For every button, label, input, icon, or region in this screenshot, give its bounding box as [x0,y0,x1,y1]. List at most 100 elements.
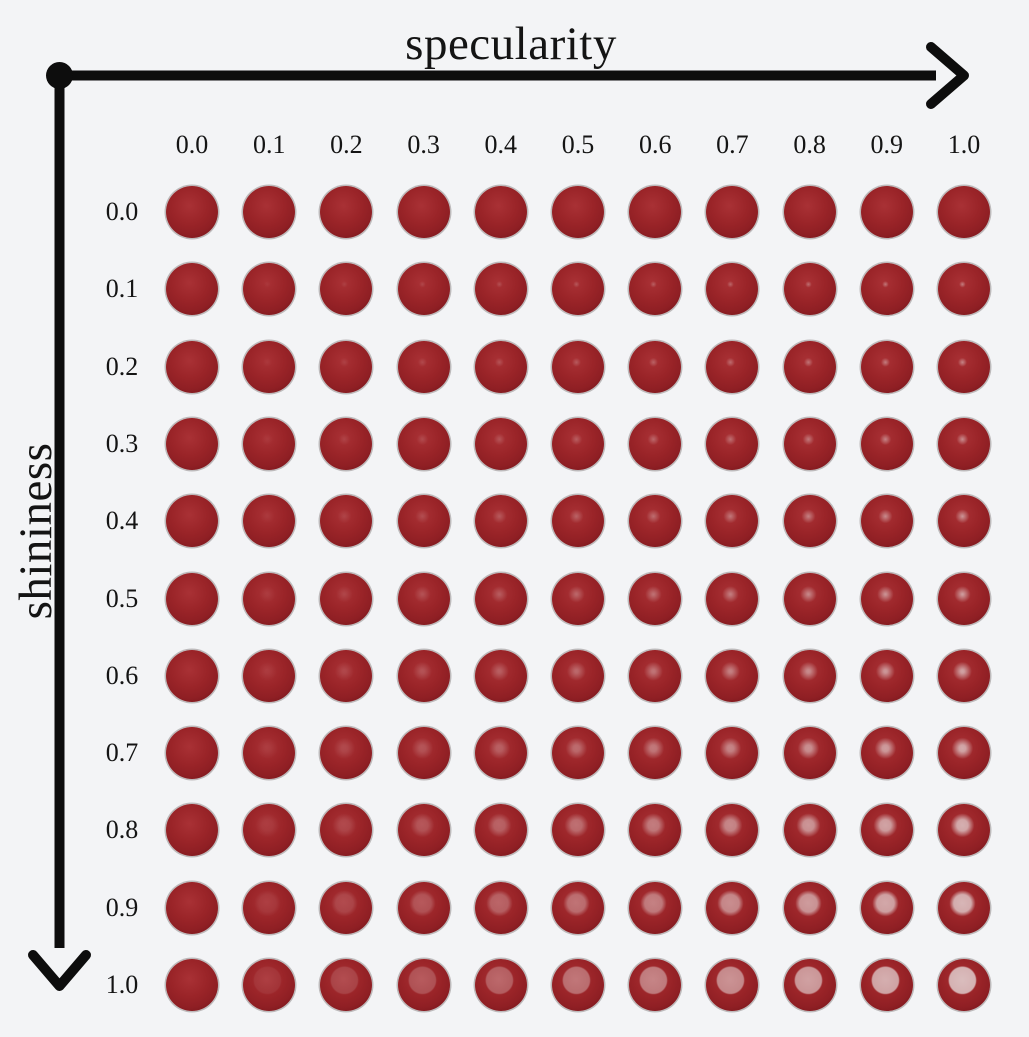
sphere [860,649,913,702]
y-tick-label: 0.4 [105,506,139,536]
sphere [166,881,218,934]
y-tick-label: 0.1 [105,274,139,304]
sphere [320,959,373,1011]
sphere [320,186,373,238]
sphere [320,263,373,316]
sphere [243,186,296,238]
sphere [320,495,373,548]
sphere [629,881,682,934]
sphere [320,340,373,393]
sphere [783,340,836,393]
sphere [397,263,450,316]
sphere [783,263,836,316]
sphere [397,495,450,548]
sphere [629,804,682,857]
sphere [938,495,990,548]
sphere [783,727,836,780]
sphere [397,959,450,1011]
sphere [552,727,604,780]
x-tick-label: 0.0 [175,130,209,159]
sphere [552,417,604,470]
sphere [783,959,836,1011]
sphere [706,649,759,702]
sphere [397,649,450,702]
x-axis-arrowhead-icon [926,42,969,109]
sphere [706,495,759,548]
sphere [860,959,913,1011]
sphere [860,186,913,238]
sphere [243,417,296,470]
x-tick-label: 0.9 [870,130,904,159]
sphere [243,340,296,393]
sphere [552,649,604,702]
sphere [243,881,296,934]
sphere [629,572,682,625]
sphere [629,186,682,238]
x-tick-label: 0.7 [716,130,749,159]
y-tick-label: 0.6 [105,660,139,690]
sphere [166,263,218,316]
sphere [706,727,759,780]
sphere [783,417,836,470]
sphere [166,804,218,857]
sphere [860,804,913,857]
sphere [938,959,990,1011]
sphere [397,340,450,393]
sphere [629,417,682,470]
sphere [166,186,218,238]
sphere [552,340,604,393]
x-tick-label: 0.5 [561,130,595,159]
sphere [474,263,527,316]
sphere [706,417,759,470]
sphere [629,340,682,393]
x-axis-title: specularity [405,18,617,70]
sphere [938,340,990,393]
sphere [166,727,218,780]
y-axis-title: shininess [10,442,62,620]
x-tick-label: 0.4 [484,130,518,159]
sphere [474,417,527,470]
y-tick-label: 0.7 [105,738,139,768]
sphere [552,804,604,857]
sphere [629,263,682,316]
sphere [706,263,759,316]
sphere [320,572,373,625]
sphere [706,340,759,393]
y-tick-label: 0.9 [105,892,139,922]
y-tick-label: 0.0 [105,197,139,226]
sphere [397,804,450,857]
sphere [166,417,218,470]
sphere [474,572,527,625]
x-tick-label: 0.2 [330,130,363,159]
sphere [552,263,604,316]
sphere [706,804,759,857]
sphere [166,572,218,625]
sphere [860,417,913,470]
sphere [243,263,296,316]
sphere [243,959,296,1011]
y-tick-label: 0.2 [105,351,139,381]
sphere [860,727,913,780]
sphere [938,417,990,470]
sphere [320,881,373,934]
sphere [552,495,604,548]
sphere [474,649,527,702]
sphere [552,959,604,1011]
sphere [783,881,836,934]
sphere [552,881,604,934]
sphere [783,804,836,857]
sphere [320,804,373,857]
y-tick-label: 0.3 [105,428,139,458]
sphere [243,572,296,625]
sphere [783,649,836,702]
sphere [166,959,218,1011]
sphere [860,340,913,393]
sphere [938,804,990,857]
sphere [166,495,218,548]
sphere [706,959,759,1011]
sphere [629,649,682,702]
sphere [166,649,218,702]
sphere [320,417,373,470]
